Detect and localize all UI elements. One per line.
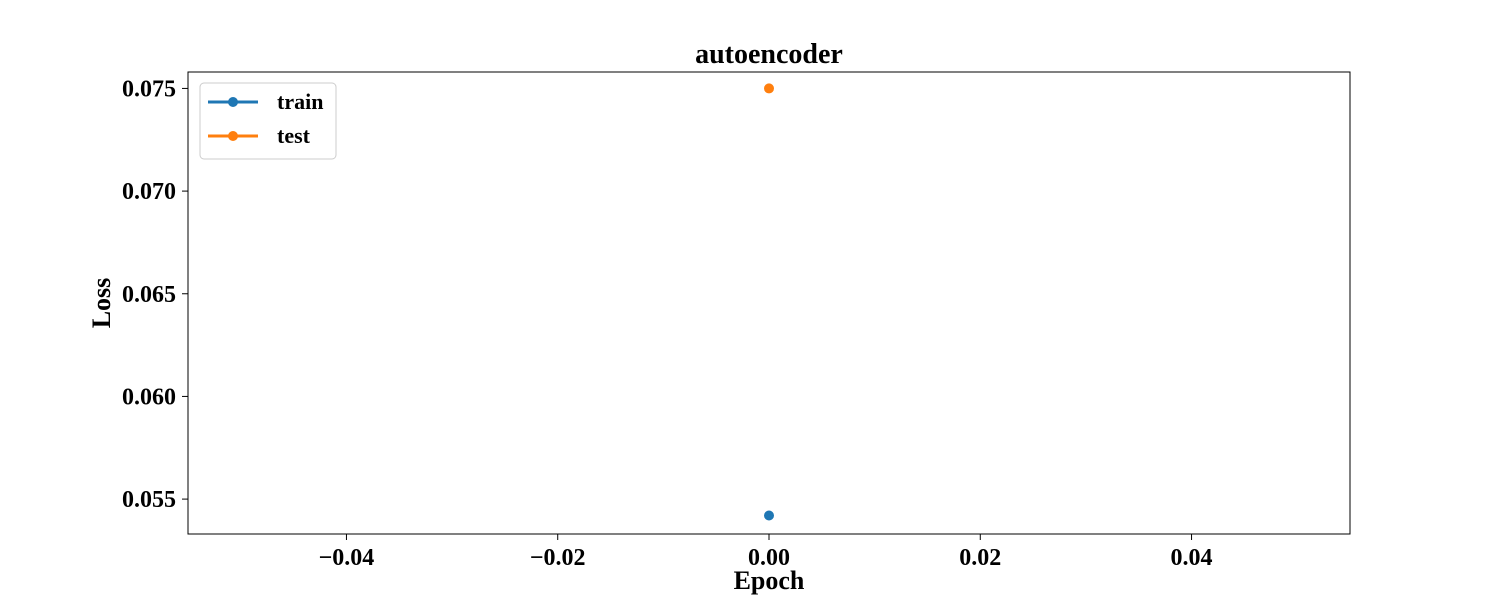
y-tick-label: 0.075: [122, 76, 176, 102]
chart-title: autoencoder: [695, 39, 843, 70]
plot-frame: [187, 71, 1351, 535]
legend-marker-train: [228, 97, 238, 107]
legend-marker-test: [228, 131, 238, 141]
legend-label-test: test: [277, 123, 311, 148]
x-tick-label: −0.02: [530, 545, 586, 571]
data-point-test: [764, 83, 774, 94]
x-tick-label: 0.02: [959, 545, 1001, 571]
x-tick-label: 0.00: [748, 545, 790, 571]
x-tick-label: −0.04: [319, 545, 375, 571]
x-tick-label: 0.04: [1171, 545, 1213, 571]
y-tick-label: 0.065: [122, 282, 176, 308]
plot-area: −0.04 −0.02 0.00 0.02 0.04 0.055 0.060 0.065 0.0…: [122, 71, 1351, 571]
y-axis-label: Loss: [87, 278, 116, 329]
legend: train test: [199, 82, 337, 160]
y-tick-label: 0.055: [122, 487, 176, 513]
legend-label-train: train: [277, 89, 323, 114]
y-tick-label: 0.060: [122, 384, 176, 410]
x-axis-label: Epoch: [734, 566, 805, 595]
data-point-train: [764, 510, 774, 521]
y-tick-label: 0.070: [122, 179, 176, 205]
